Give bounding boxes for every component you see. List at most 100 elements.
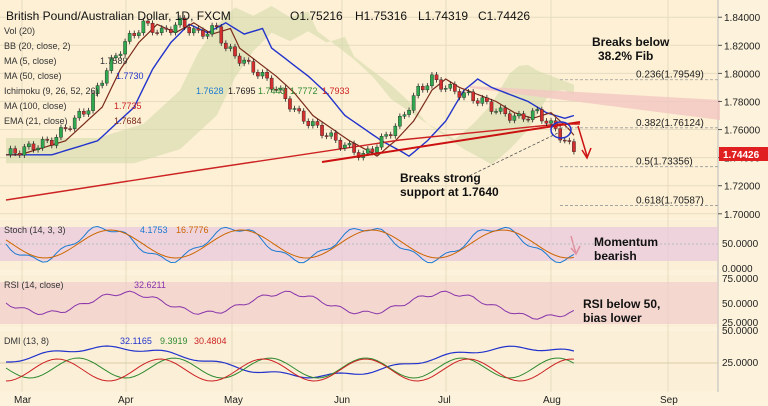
candle-body xyxy=(485,97,489,102)
legend-ichimoku-v5: 1.7933 xyxy=(322,86,350,96)
candle-body xyxy=(13,148,17,154)
dmi-adx-line xyxy=(6,345,575,379)
candle-body xyxy=(466,91,471,94)
stoch-label: Stoch (14, 3, 3) xyxy=(4,225,66,235)
candle-body xyxy=(260,71,265,77)
legend-ema21: EMA (21, close) xyxy=(4,116,68,126)
candle-body xyxy=(146,20,150,24)
candle-body xyxy=(233,46,237,57)
legend-ichimoku: Ichimoku (9, 26, 52, 26) xyxy=(4,86,99,96)
candle-body xyxy=(205,33,210,37)
legend-ma50: MA (50, close) xyxy=(4,71,62,81)
candle-body xyxy=(31,143,36,151)
time-tick-label: Jun xyxy=(334,395,350,406)
candle-body xyxy=(292,108,297,110)
candle-body xyxy=(82,110,86,115)
candle-body xyxy=(22,146,27,156)
candle-body xyxy=(343,144,347,149)
legend-vol: Vol (20) xyxy=(4,26,35,36)
candle-body xyxy=(36,147,40,151)
candle-body xyxy=(224,42,228,49)
candle-body xyxy=(301,110,306,122)
candle-body xyxy=(306,121,311,126)
stoch-lines xyxy=(0,225,718,264)
candles xyxy=(8,15,576,161)
candle-body xyxy=(169,29,173,33)
ohlc-close: C1.74426 xyxy=(478,9,530,23)
price-tick-label: 1.80000 xyxy=(724,69,761,80)
candle-body xyxy=(17,153,22,156)
price-tick-label: 1.78000 xyxy=(724,97,761,108)
candle-body xyxy=(494,111,498,113)
candle-body xyxy=(269,77,274,90)
candle-body xyxy=(164,27,169,30)
ma50-line xyxy=(6,21,575,158)
candle-body xyxy=(498,107,503,112)
candle-body xyxy=(279,87,283,91)
candle-body xyxy=(512,115,517,121)
annotation-support-line1: Breaks strong xyxy=(400,171,481,185)
candle-body xyxy=(72,117,77,129)
legend-bb: BB (20, close, 2) xyxy=(4,41,71,51)
legend-ma5: MA (5, close) xyxy=(4,56,57,66)
candle-body xyxy=(27,143,31,147)
fib-label: 0.382(1.76124) xyxy=(636,118,704,129)
time-tick-label: Aug xyxy=(543,395,561,406)
candle-body xyxy=(407,110,411,115)
candle-body xyxy=(471,91,475,101)
rsi-tick-25: 25.0000 xyxy=(722,318,759,329)
candle-body xyxy=(100,82,104,86)
candle-body xyxy=(219,26,224,44)
candle-body xyxy=(256,72,260,77)
candle-body xyxy=(311,121,315,126)
stoch-k-line xyxy=(5,225,575,264)
candle-body xyxy=(237,55,242,64)
candle-body xyxy=(173,24,178,33)
fib-label: 0.5(1.73356) xyxy=(636,157,693,168)
dmi-lines xyxy=(0,345,718,382)
price-tick-label: 1.70000 xyxy=(724,210,761,221)
stoch-value-k: 4.1753 xyxy=(140,225,168,235)
candle-body xyxy=(347,143,352,146)
price-tick-label: 1.76000 xyxy=(724,126,761,137)
candle-body xyxy=(475,100,480,104)
legend-ma100-value: 1.7735 xyxy=(114,101,142,111)
price-panel xyxy=(0,0,718,218)
candle-body xyxy=(246,59,251,62)
candle-body xyxy=(210,25,214,35)
candle-body xyxy=(443,88,448,90)
rsi-value: 32.6211 xyxy=(134,280,166,290)
candle-body xyxy=(114,55,118,58)
candle-body xyxy=(517,113,521,117)
time-tick-label: May xyxy=(224,395,243,406)
price-tick-label: 1.72000 xyxy=(724,182,761,193)
chart-title: British Pound/Australian Dollar, 1D, FXC… xyxy=(6,9,231,23)
rsi-tick-75: 75.0000 xyxy=(722,274,759,285)
ichimoku-cloud xyxy=(6,6,720,165)
candle-body xyxy=(59,127,63,138)
candle-body xyxy=(201,30,205,37)
candle-body xyxy=(411,95,416,111)
candle-body xyxy=(567,140,572,142)
rsi-band xyxy=(0,282,718,324)
candle-body xyxy=(333,132,338,141)
candle-body xyxy=(352,143,356,153)
price-tick-label: 1.84000 xyxy=(724,13,761,24)
candle-body xyxy=(338,139,343,149)
candle-body xyxy=(242,59,246,64)
stoch-value-d: 16.7776 xyxy=(176,225,209,235)
candle-body xyxy=(324,135,329,137)
candle-body xyxy=(489,101,494,112)
dmi-tick-25: 25.0000 xyxy=(722,358,759,369)
candle-body xyxy=(288,98,292,110)
legend-ma5-value: 1.7589 xyxy=(100,56,128,66)
annotation-support-line2: support at 1.7640 xyxy=(400,185,499,199)
dmi-minus-line xyxy=(5,358,574,382)
fib-label: 0.618(1.70587) xyxy=(636,196,704,207)
candle-body xyxy=(95,85,100,95)
candle-body xyxy=(155,32,159,34)
candle-body xyxy=(393,125,398,137)
candle-body xyxy=(91,93,95,111)
support-pointer xyxy=(464,131,561,179)
annotation-rsi-line2: bias lower xyxy=(583,311,642,325)
